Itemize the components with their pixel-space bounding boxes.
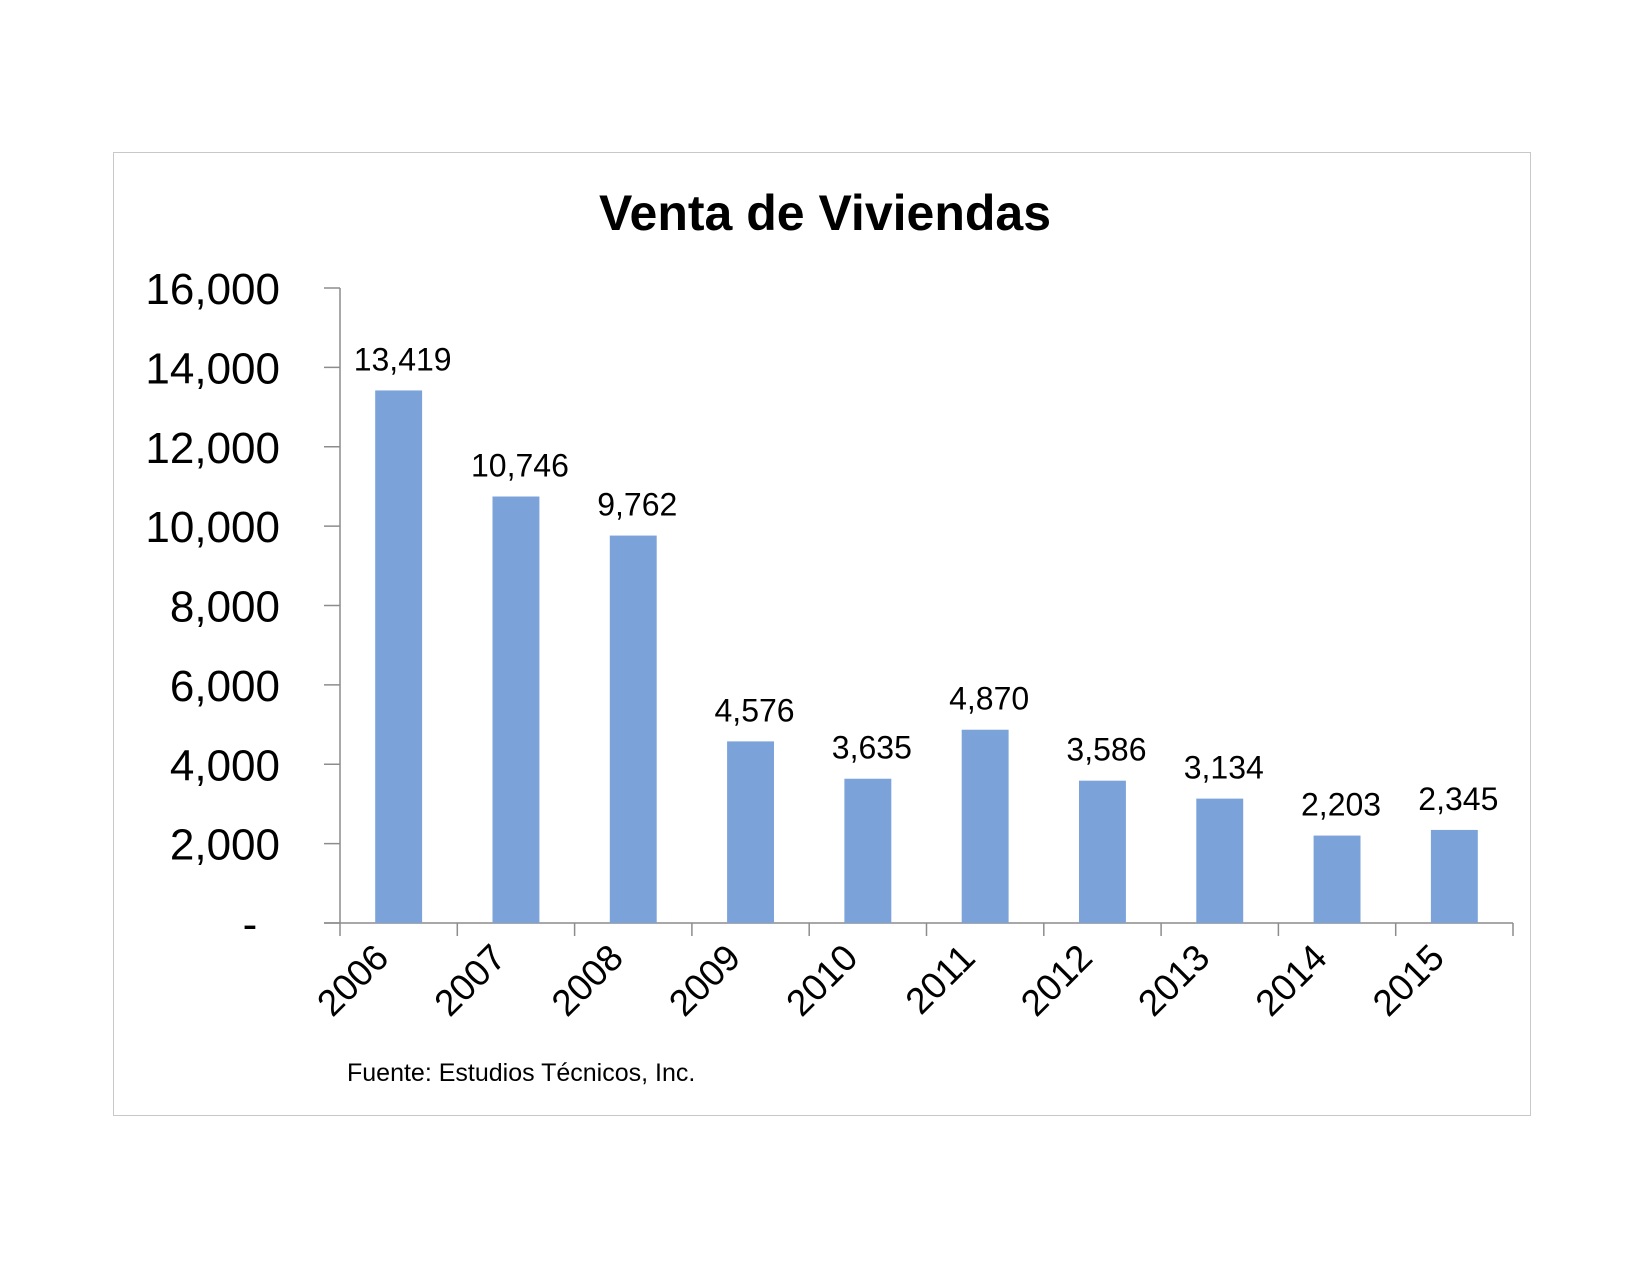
data-labels: 13,419 10,746 9,762 4,576 3,635 4,870 3,586 3,1… — [354, 341, 1499, 822]
x-tick-label-2008: 2008 — [544, 937, 631, 1024]
x-tick-label-2010: 2010 — [778, 937, 865, 1024]
x-tick-label-2011: 2011 — [898, 937, 983, 1022]
bar-2006 — [375, 390, 423, 923]
bar-2007 — [492, 496, 540, 923]
bar-2010 — [844, 778, 892, 923]
data-label-2015: 2,345 — [1418, 781, 1498, 817]
chart-frame — [113, 152, 1531, 1116]
x-tick-label-2015: 2015 — [1365, 937, 1452, 1024]
data-label-2006: 13,419 — [354, 341, 452, 377]
y-tick-label: - — [243, 900, 258, 949]
y-tick-label: 2,000 — [170, 821, 280, 870]
bars — [375, 390, 1478, 923]
source-note: Fuente: Estudios Técnicos, Inc. — [347, 1059, 695, 1087]
bar-2011 — [961, 729, 1009, 923]
data-label-2009: 4,576 — [715, 692, 795, 728]
data-label-2007: 10,746 — [471, 448, 569, 484]
bar-2008 — [609, 535, 657, 923]
data-label-2012: 3,586 — [1066, 732, 1146, 768]
axes: - 2,000 4,000 6,000 8,000 10,000 12,000 14,000 1… — [145, 265, 1514, 1024]
bar-2012 — [1078, 780, 1126, 923]
y-tick-label: 14,000 — [145, 344, 280, 393]
x-tick-label-2012: 2012 — [1013, 937, 1100, 1024]
bar-2015 — [1430, 829, 1478, 923]
y-tick-label: 16,000 — [145, 265, 280, 314]
y-tick-label: 6,000 — [170, 662, 280, 711]
x-tick-label-2007: 2007 — [426, 937, 513, 1024]
data-label-2014: 2,203 — [1301, 787, 1381, 823]
bar-2009 — [727, 741, 775, 923]
bar-2014 — [1313, 835, 1361, 923]
x-tick-label-2014: 2014 — [1248, 937, 1335, 1024]
x-tick-label-2009: 2009 — [661, 937, 748, 1024]
data-label-2013: 3,134 — [1184, 750, 1264, 786]
y-tick-label: 8,000 — [170, 583, 280, 632]
data-label-2008: 9,762 — [597, 487, 677, 523]
data-label-2010: 3,635 — [832, 730, 912, 766]
bar-2013 — [1196, 798, 1244, 923]
x-tick-label-2006: 2006 — [309, 937, 396, 1024]
chart-title: Venta de Viviendas — [599, 185, 1051, 241]
y-tick-label: 10,000 — [145, 503, 280, 552]
y-tick-label: 4,000 — [170, 741, 280, 790]
y-tick-label: 12,000 — [145, 424, 280, 473]
data-label-2011: 4,870 — [949, 681, 1029, 717]
x-tick-label-2013: 2013 — [1130, 937, 1217, 1024]
